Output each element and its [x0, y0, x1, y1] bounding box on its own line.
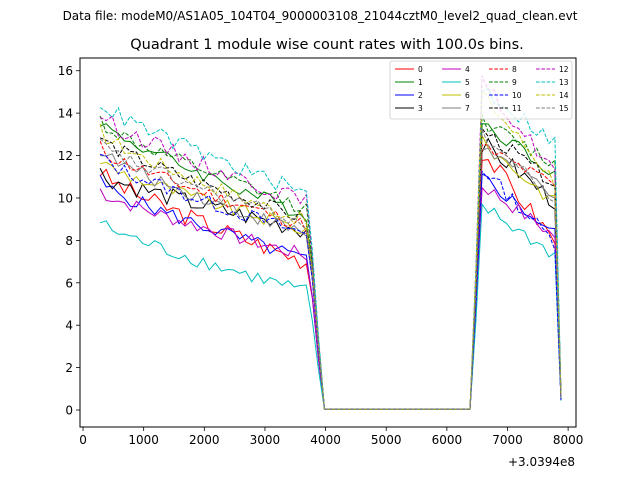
- x-tick-label: 3000: [250, 433, 281, 447]
- x-tick-label: 5000: [371, 433, 402, 447]
- y-tick-label: 2: [65, 361, 73, 375]
- x-tick-label: 4000: [310, 433, 341, 447]
- series-line-13: [99, 87, 562, 410]
- chart-suptitle: Data file: modeM0/AS1A05_104T04_90000031…: [63, 9, 578, 23]
- x-tick-label: 8000: [553, 433, 584, 447]
- legend-label-9: 9: [512, 78, 517, 87]
- legend-label-8: 8: [512, 65, 517, 74]
- series-line-4: [99, 186, 562, 410]
- y-tick-label: 12: [58, 149, 73, 163]
- y-tick-label: 4: [65, 319, 73, 333]
- x-tick-label: 6000: [432, 433, 463, 447]
- series-line-3: [99, 137, 562, 410]
- x-tick-label: 1000: [128, 433, 159, 447]
- x-axis: 0 1000 2000 3000 4000 5000 6000 7000 8000: [79, 427, 583, 447]
- legend-label-12: 12: [559, 65, 569, 74]
- legend-label-6: 6: [465, 91, 470, 100]
- series-line-10: [99, 153, 562, 410]
- y-tick-label: 8: [65, 234, 73, 248]
- y-tick-label: 0: [65, 404, 73, 418]
- legend-label-3: 3: [418, 104, 423, 113]
- y-tick-label: 10: [58, 191, 73, 205]
- series-line-14: [99, 91, 562, 410]
- series-line-9: [99, 114, 562, 410]
- chart-title: Quadrant 1 module wise count rates with …: [130, 37, 524, 53]
- legend-label-1: 1: [418, 78, 423, 87]
- legend-label-7: 7: [465, 104, 470, 113]
- legend-label-15: 15: [559, 104, 569, 113]
- x-tick-label: 2000: [189, 433, 220, 447]
- y-tick-label: 14: [58, 107, 73, 121]
- series-line-15: [99, 127, 562, 410]
- x-tick-label: 0: [79, 433, 87, 447]
- legend-label-14: 14: [559, 91, 569, 100]
- legend-label-11: 11: [512, 104, 522, 113]
- series-line-6: [99, 133, 562, 410]
- legend-label-13: 13: [559, 78, 569, 87]
- legend-label-0: 0: [418, 65, 423, 74]
- axes-frame: [79, 57, 577, 428]
- x-tick-label: 7000: [492, 433, 523, 447]
- y-tick-label: 16: [58, 64, 73, 78]
- legend-label-2: 2: [418, 91, 423, 100]
- legend-label-4: 4: [465, 65, 470, 74]
- legend-box: [389, 60, 573, 120]
- legend-label-10: 10: [512, 91, 522, 100]
- x-offset-text: +3.0394e8: [508, 455, 575, 469]
- series-line-8: [99, 140, 562, 410]
- y-tick-label: 6: [65, 276, 73, 290]
- plot-lines: [99, 75, 562, 410]
- series-line-5: [99, 202, 562, 410]
- series-line-11: [99, 127, 562, 410]
- series-line-12: [99, 75, 562, 410]
- y-axis: 0 2 4 6 8 10 12 14 16: [58, 64, 80, 418]
- legend-label-5: 5: [465, 78, 470, 87]
